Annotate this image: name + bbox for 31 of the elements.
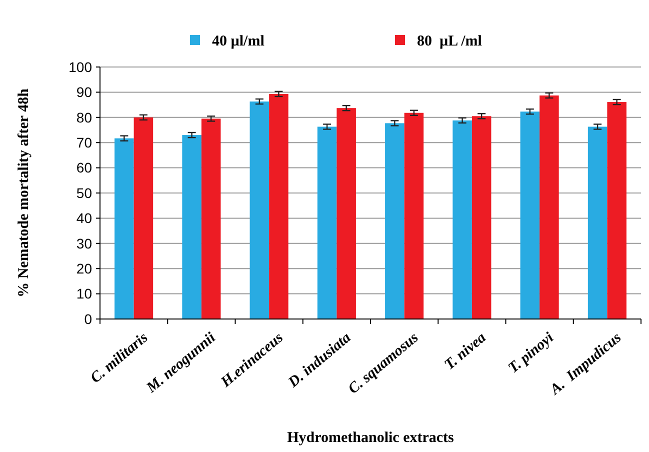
bar	[134, 117, 154, 319]
y-tick-label: 20	[76, 260, 92, 276]
bar	[269, 94, 288, 319]
y-tick-label: 10	[76, 286, 92, 302]
bar	[520, 112, 540, 319]
bar	[452, 120, 472, 319]
bar	[201, 118, 221, 319]
y-tick-label: 100	[68, 58, 92, 75]
y-axis-title: % Nematode mortality after 48h	[16, 88, 32, 298]
bar	[385, 123, 404, 319]
bar	[404, 112, 424, 319]
bar	[540, 95, 559, 319]
bar	[317, 126, 337, 319]
y-tick-label: 60	[76, 160, 92, 176]
bar	[182, 135, 202, 319]
bar	[250, 102, 270, 319]
y-tick-label: 40	[76, 210, 92, 226]
y-tick-label: 80	[76, 109, 92, 126]
bar	[588, 126, 608, 319]
bar	[114, 138, 134, 319]
y-tick-label: 50	[76, 184, 92, 201]
legend-label: 40 µl/ml	[212, 33, 264, 50]
legend-label: 80 µL /ml	[417, 33, 482, 50]
bar	[336, 108, 356, 319]
y-tick-label: 0	[84, 310, 92, 327]
y-tick-label: 70	[76, 134, 92, 150]
y-tick-label: 30	[76, 235, 92, 252]
bar	[472, 116, 492, 319]
x-axis-title: Hydromethanolic extracts	[287, 430, 454, 446]
y-tick-label: 90	[76, 84, 92, 100]
bar	[607, 102, 626, 319]
